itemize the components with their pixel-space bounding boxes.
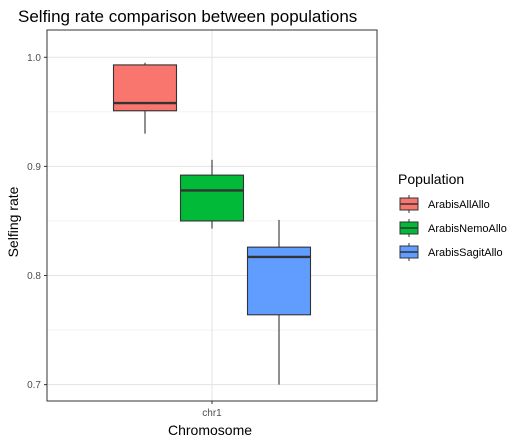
y-tick-label: 0.7 bbox=[27, 380, 41, 391]
y-tick-label: 0.9 bbox=[27, 162, 41, 173]
iqr-box bbox=[179, 174, 245, 222]
y-axis-title: Selfing rate bbox=[5, 186, 21, 257]
legend-title: Population bbox=[398, 171, 464, 187]
panel-border bbox=[46, 29, 378, 402]
box-ArabisNemoAllo bbox=[179, 159, 245, 229]
x-tick-label: chr1 bbox=[202, 408, 222, 419]
legend: Population ArabisAllAllo ArabisNemoAllo Ar… bbox=[398, 171, 507, 261]
chart-title: Selfing rate comparison between populati… bbox=[18, 7, 357, 26]
box-ArabisSagitAllo bbox=[246, 219, 312, 385]
legend-item-ArabisNemoAllo: ArabisNemoAllo bbox=[399, 219, 507, 237]
x-axis: chr1 bbox=[202, 401, 222, 419]
y-axis: 0.7 0.8 0.9 1.0 bbox=[27, 53, 47, 391]
box-ArabisAllAllo bbox=[112, 62, 178, 134]
legend-label: ArabisSagitAllo bbox=[428, 247, 503, 259]
x-axis-title: Chromosome bbox=[168, 422, 252, 438]
legend-label: ArabisAllAllo bbox=[428, 199, 490, 211]
iqr-box bbox=[246, 246, 312, 316]
legend-item-ArabisSagitAllo: ArabisSagitAllo bbox=[399, 243, 503, 261]
legend-item-ArabisAllAllo: ArabisAllAllo bbox=[399, 195, 490, 213]
boxes bbox=[112, 62, 312, 385]
legend-label: ArabisNemoAllo bbox=[428, 223, 507, 235]
y-tick-label: 1.0 bbox=[27, 53, 41, 64]
y-tick-label: 0.8 bbox=[27, 271, 41, 282]
